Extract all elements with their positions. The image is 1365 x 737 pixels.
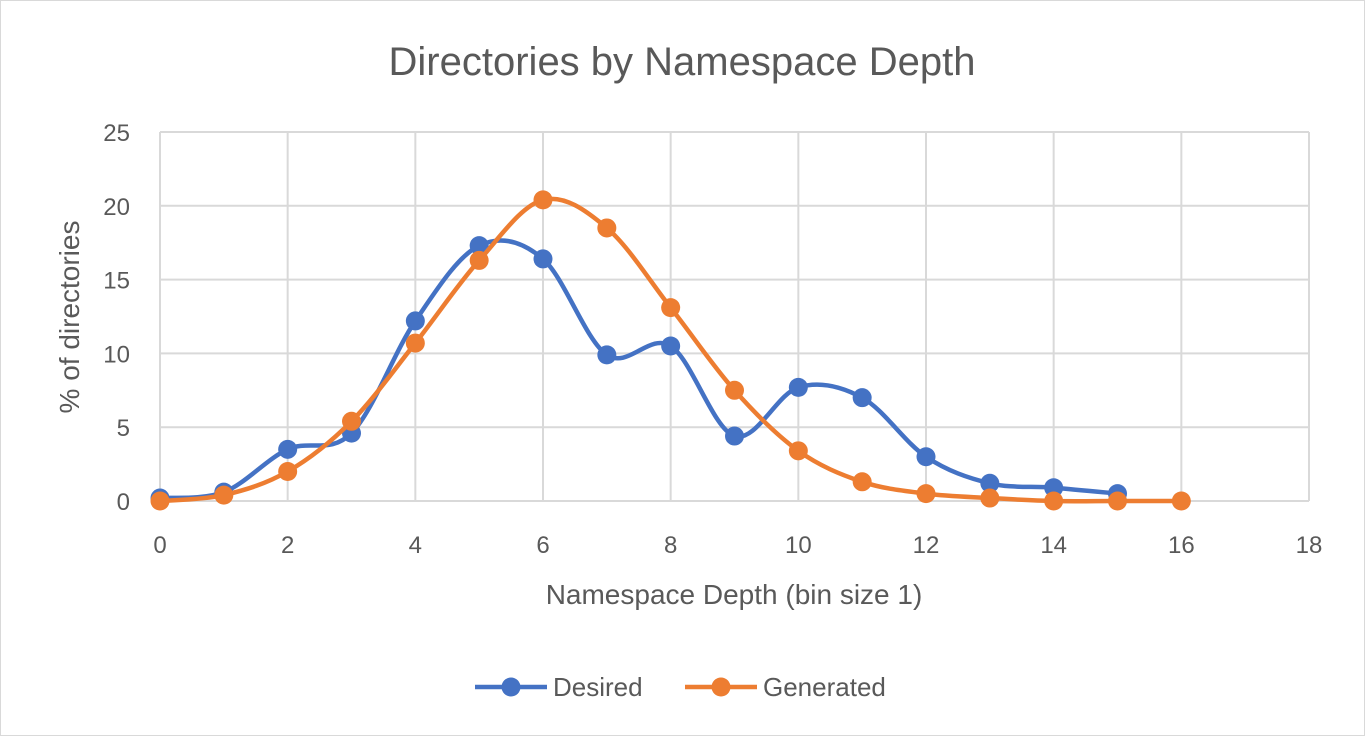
x-axis-ticks: 0 2 4 6 8 10 12 14 16 18 [153, 532, 1322, 559]
data-point-generated [725, 380, 744, 400]
data-point-generated [1171, 491, 1191, 511]
data-point-desired [725, 426, 744, 446]
x-tick-label: 18 [1296, 532, 1323, 559]
data-point-generated [405, 333, 425, 353]
data-point-desired [469, 236, 489, 256]
data-point-generated [916, 484, 936, 504]
data-point-desired [852, 388, 872, 408]
data-point-generated [342, 411, 361, 431]
chart-title: Directories by Namespace Depth [389, 40, 976, 84]
series-layer [150, 190, 1191, 511]
y-tick-label: 5 [117, 415, 130, 442]
legend-label-desired: Desired [553, 672, 643, 702]
x-tick-label: 12 [913, 532, 940, 559]
x-tick-label: 6 [536, 532, 549, 559]
y-tick-label: 25 [103, 120, 130, 147]
data-point-desired [1044, 478, 1064, 498]
data-point-generated [661, 298, 681, 318]
legend-label-generated: Generated [763, 672, 886, 702]
data-point-desired [533, 249, 553, 269]
x-axis-title: Namespace Depth (bin size 1) [546, 579, 923, 610]
data-point-generated [533, 190, 553, 210]
data-point-generated [980, 488, 1000, 508]
legend-item-generated: Generated [685, 672, 886, 702]
legend: Desired Generated [475, 672, 886, 702]
y-axis-ticks: 0 5 10 15 20 25 [103, 120, 130, 516]
x-tick-label: 8 [664, 532, 677, 559]
data-point-generated [469, 250, 489, 270]
legend-marker-desired [501, 677, 521, 697]
x-tick-label: 2 [281, 532, 294, 559]
y-tick-label: 20 [103, 194, 130, 221]
data-point-generated [1108, 491, 1127, 511]
data-point-desired [597, 345, 617, 365]
data-point-desired [788, 377, 808, 397]
data-point-generated [278, 461, 298, 481]
data-point-desired [278, 439, 298, 459]
x-tick-label: 14 [1040, 532, 1067, 559]
y-tick-label: 15 [103, 268, 130, 295]
series-line-desired [157, 238, 1120, 501]
data-point-generated [1044, 491, 1064, 511]
data-point-generated [788, 441, 808, 461]
data-point-desired [661, 336, 681, 356]
x-tick-label: 0 [153, 532, 166, 559]
legend-marker-generated [711, 677, 731, 697]
data-point-generated [214, 485, 234, 505]
x-tick-label: 10 [785, 532, 812, 559]
data-point-generated [852, 472, 872, 492]
data-point-desired [916, 447, 936, 467]
y-axis-title: % of directories [54, 221, 85, 414]
data-point-desired [405, 311, 425, 331]
data-point-generated [150, 491, 170, 511]
data-point-desired [980, 473, 1000, 493]
legend-item-desired: Desired [475, 672, 643, 702]
x-tick-label: 16 [1168, 532, 1195, 559]
series-generated [150, 190, 1191, 511]
y-tick-label: 0 [117, 489, 130, 516]
data-point-generated [597, 218, 617, 238]
y-tick-label: 10 [103, 341, 130, 368]
x-tick-label: 4 [409, 532, 422, 559]
